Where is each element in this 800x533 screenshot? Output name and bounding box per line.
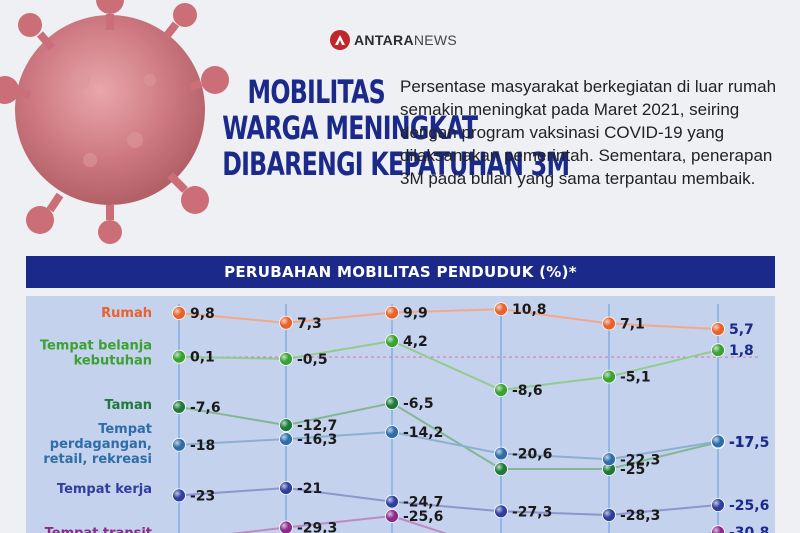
headline-line-1: MOBILITAS bbox=[247, 73, 386, 111]
data-point bbox=[385, 494, 399, 509]
data-label: -29,3 bbox=[297, 521, 337, 533]
chart-panel bbox=[26, 296, 775, 533]
data-label: -17 bbox=[729, 434, 754, 450]
data-label: -5,1 bbox=[620, 370, 651, 386]
series-name-label: perdagangan, bbox=[50, 437, 152, 452]
data-point bbox=[602, 452, 616, 467]
data-point bbox=[279, 352, 293, 366]
description: Persentase masyarakat berkegiatan di lua… bbox=[400, 77, 777, 188]
data-point bbox=[602, 508, 616, 522]
data-label: -25,6 bbox=[729, 498, 769, 514]
data-label: 7,1 bbox=[620, 317, 645, 333]
data-label: 10,8 bbox=[512, 302, 547, 318]
logo-text: ANTARANEWS bbox=[354, 32, 458, 48]
series-line-5 bbox=[230, 514, 719, 533]
data-point bbox=[172, 400, 186, 414]
data-label: -25 bbox=[620, 462, 645, 478]
data-label: -25,6 bbox=[403, 509, 443, 525]
data-point bbox=[172, 488, 186, 503]
data-point bbox=[711, 434, 725, 449]
data-label: -24,7 bbox=[403, 495, 443, 511]
data-label: -30,8 bbox=[729, 525, 769, 533]
data-point bbox=[602, 369, 616, 384]
data-point bbox=[494, 383, 508, 397]
data-point bbox=[385, 396, 399, 410]
data-point bbox=[494, 504, 508, 519]
series-name-label: kebutuhan bbox=[74, 354, 152, 369]
data-label: -0,5 bbox=[297, 352, 328, 368]
series-name-label: Tempat bbox=[98, 422, 152, 437]
series-name-label: retail, rekreasi bbox=[43, 452, 152, 467]
data-point bbox=[279, 481, 293, 495]
data-label: -16,3 bbox=[297, 432, 337, 448]
data-label: -6,5 bbox=[403, 396, 434, 412]
data-label: -12,7 bbox=[297, 418, 337, 434]
data-label: -14,2 bbox=[403, 425, 443, 441]
data-point bbox=[279, 315, 293, 330]
series-line-0 bbox=[178, 308, 719, 330]
data-point bbox=[494, 462, 508, 476]
chart-title: PERUBAHAN MOBILITAS PENDUDUK (%)* bbox=[26, 256, 775, 288]
data-point bbox=[711, 343, 725, 358]
data-label: -21 bbox=[297, 481, 322, 497]
data-label: 1,8 bbox=[729, 343, 754, 359]
data-point bbox=[494, 302, 508, 316]
data-label: -28,3 bbox=[620, 508, 660, 524]
series-name-label: Tempat transit bbox=[45, 526, 152, 533]
series-name-label: Taman bbox=[104, 398, 152, 413]
data-point bbox=[711, 498, 725, 512]
data-label: -7,6 bbox=[190, 400, 221, 416]
data-point bbox=[602, 316, 616, 331]
antara-logo-icon bbox=[330, 30, 350, 50]
data-point bbox=[172, 306, 186, 320]
data-label: -18 bbox=[190, 438, 215, 454]
data-label: 7,3 bbox=[297, 316, 322, 332]
series-name-label: Rumah bbox=[101, 306, 152, 321]
data-point bbox=[172, 349, 186, 364]
series-name-label: Tempat kerja bbox=[57, 482, 152, 497]
virus-illustration bbox=[0, 0, 229, 244]
data-label: -23 bbox=[190, 488, 215, 504]
data-point bbox=[385, 509, 399, 523]
data-label: 9,8 bbox=[190, 306, 215, 322]
data-point bbox=[385, 334, 399, 348]
data-label: 0,1 bbox=[190, 350, 215, 366]
series-line-3 bbox=[178, 430, 719, 461]
data-point bbox=[711, 525, 725, 533]
data-point bbox=[279, 432, 293, 446]
antara-logo: ANTARANEWS bbox=[330, 30, 457, 50]
series-line-1 bbox=[178, 339, 719, 392]
data-point bbox=[385, 425, 399, 439]
data-label: 9,9 bbox=[403, 306, 428, 322]
data-label: 5,7 bbox=[729, 322, 754, 338]
data-point bbox=[711, 322, 725, 336]
data-point bbox=[385, 305, 399, 320]
data-point bbox=[279, 418, 293, 433]
data-point bbox=[494, 446, 508, 461]
data-label: 4,2 bbox=[403, 334, 428, 350]
data-label: -27,3 bbox=[512, 504, 552, 520]
series-name-label: Tempat belanja bbox=[40, 339, 152, 354]
series-line-4 bbox=[178, 486, 719, 517]
data-label: -8,6 bbox=[512, 383, 543, 399]
data-label: -20,6 bbox=[512, 447, 552, 463]
data-label: -17,5 bbox=[729, 435, 769, 451]
data-point bbox=[279, 520, 293, 533]
data-label: -22,3 bbox=[620, 452, 660, 468]
series-line-2 bbox=[178, 401, 719, 470]
data-point bbox=[172, 437, 186, 452]
